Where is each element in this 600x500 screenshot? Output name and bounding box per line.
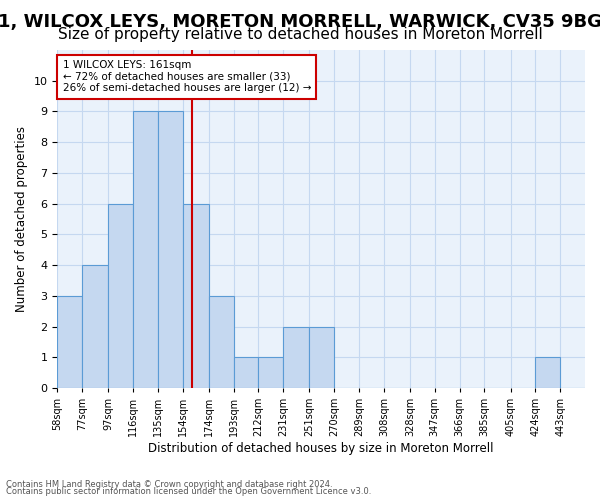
Text: Contains HM Land Registry data © Crown copyright and database right 2024.: Contains HM Land Registry data © Crown c… bbox=[6, 480, 332, 489]
Bar bbox=[108, 204, 133, 388]
Bar bbox=[233, 358, 259, 388]
Bar bbox=[82, 265, 108, 388]
Bar bbox=[283, 326, 310, 388]
Bar bbox=[133, 112, 158, 388]
Bar bbox=[535, 358, 560, 388]
Text: 1, WILCOX LEYS, MORETON MORRELL, WARWICK, CV35 9BG: 1, WILCOX LEYS, MORETON MORRELL, WARWICK… bbox=[0, 12, 600, 30]
Bar bbox=[57, 296, 82, 388]
Y-axis label: Number of detached properties: Number of detached properties bbox=[15, 126, 28, 312]
X-axis label: Distribution of detached houses by size in Moreton Morrell: Distribution of detached houses by size … bbox=[148, 442, 494, 455]
Bar bbox=[158, 112, 182, 388]
Bar bbox=[182, 204, 209, 388]
Text: Size of property relative to detached houses in Moreton Morrell: Size of property relative to detached ho… bbox=[58, 28, 542, 42]
Bar bbox=[259, 358, 283, 388]
Text: Contains public sector information licensed under the Open Government Licence v3: Contains public sector information licen… bbox=[6, 487, 371, 496]
Bar bbox=[310, 326, 334, 388]
Text: 1 WILCOX LEYS: 161sqm
← 72% of detached houses are smaller (33)
26% of semi-deta: 1 WILCOX LEYS: 161sqm ← 72% of detached … bbox=[62, 60, 311, 94]
Bar bbox=[209, 296, 233, 388]
